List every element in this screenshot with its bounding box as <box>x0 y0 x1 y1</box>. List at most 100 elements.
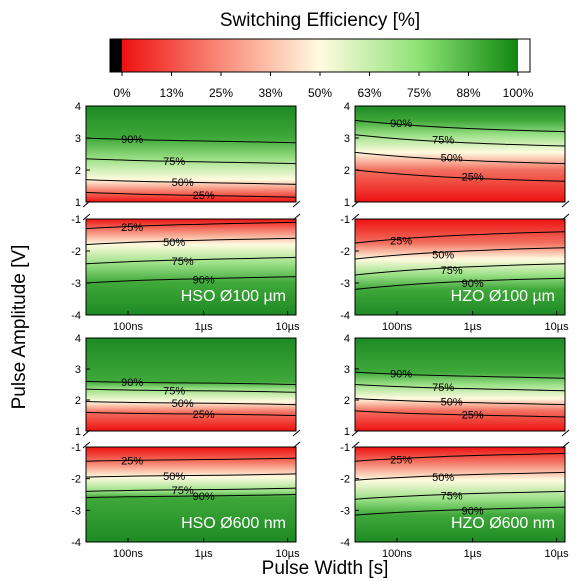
contour-label: 50% <box>441 153 463 165</box>
contour-line-25 <box>354 169 566 182</box>
contour-line-75 <box>85 487 297 492</box>
y-tick-label: 3 <box>75 133 81 145</box>
contour-line-25 <box>354 410 566 418</box>
y-tick-label: 3 <box>75 364 81 376</box>
contour-label: 90% <box>462 506 484 518</box>
contour-label: 75% <box>432 135 454 147</box>
axes-frame-bottom <box>354 446 566 543</box>
colorbar-tick-label: 63% <box>357 86 381 100</box>
contour-line-25 <box>85 221 297 230</box>
contour-line-75 <box>85 388 297 393</box>
x-tick-label: 10µs <box>545 548 570 560</box>
contour-line-25 <box>85 411 297 416</box>
colorbar-tick-label: 75% <box>407 86 431 100</box>
y-tick-label: -3 <box>71 278 81 290</box>
contour-label: 90% <box>121 134 143 146</box>
colorbar-gradient <box>122 39 518 72</box>
colorbar: 0% 13% 25% 38% 50% 63% 75% 88% 100% <box>109 38 534 100</box>
y-tick-label: -2 <box>71 246 81 258</box>
x-tick-label: 100ns <box>113 321 143 333</box>
colorbar-max-cap <box>518 39 530 72</box>
x-tick-label: 1µs <box>195 321 213 333</box>
y-tick-label: 2 <box>75 395 81 407</box>
y-tick-label: -1 <box>340 214 350 226</box>
heatmap-positive <box>355 106 565 202</box>
colorbar-tick-label: 50% <box>308 86 332 100</box>
y-tick-label: -3 <box>340 505 350 517</box>
x-tick-label: 10µs <box>545 321 570 333</box>
x-tick-label: 1µs <box>195 548 213 560</box>
colorbar-tick-label: 0% <box>113 86 131 100</box>
contour-line-50 <box>354 247 566 260</box>
contour-label: 75% <box>441 491 463 503</box>
axis-break-mark <box>82 441 91 449</box>
colorbar-tick-label: 88% <box>456 86 480 100</box>
y-tick-label: -3 <box>71 505 81 517</box>
x-tick-label: 10µs <box>276 548 301 560</box>
x-tick-label: 1µs <box>464 321 482 333</box>
axis-break-mark <box>561 213 570 221</box>
heatmap-panel: 90%90%75%75%50%50%25%25%4321-1-2-3-4100n… <box>340 333 570 560</box>
contour-line-90 <box>354 506 566 516</box>
contour-label: 25% <box>390 236 412 248</box>
contour-line-50 <box>85 237 297 246</box>
axes-frame-top <box>354 337 566 432</box>
contour-label: 90% <box>121 377 143 389</box>
axes-frame-top <box>85 337 297 432</box>
colorbar-title: Switching Efficiency [%] <box>220 10 420 31</box>
y-tick-label: -4 <box>340 537 350 549</box>
y-axis-title: Pulse Amplitude [V] <box>9 245 30 410</box>
contour-line-25 <box>354 231 566 244</box>
contour-label: 75% <box>172 485 194 497</box>
axes-frame-top <box>354 105 566 203</box>
y-tick-label: -2 <box>340 246 350 258</box>
axes-frame-bottom <box>85 218 297 316</box>
x-tick-label: 10µs <box>276 321 301 333</box>
y-tick-label: -3 <box>340 278 350 290</box>
axis-break-mark <box>82 213 91 221</box>
axis-break-mark <box>351 213 360 221</box>
contour-line-25 <box>354 452 566 462</box>
panel-title: HSO Ø600 nm <box>181 515 286 532</box>
panel-title: HSO Ø100 µm <box>181 288 286 305</box>
contour-label: 90% <box>193 491 215 503</box>
y-tick-label: 4 <box>75 333 81 345</box>
contour-label: 25% <box>462 409 484 421</box>
contour-label: 90% <box>193 274 215 286</box>
y-tick-label: 1 <box>75 426 81 438</box>
panel-title: HZO Ø100 µm <box>451 288 555 305</box>
contour-line-75 <box>85 158 297 165</box>
contour-label: 25% <box>390 455 412 467</box>
heatmap-panel: 90%90%75%75%50%50%25%25%4321-1-2-3-4100n… <box>71 101 301 333</box>
y-tick-label: 2 <box>344 165 350 177</box>
contour-line-90 <box>354 277 566 290</box>
contour-line-75 <box>85 256 297 265</box>
contour-label: 25% <box>193 409 215 421</box>
contour-line-75 <box>354 134 566 147</box>
contour-label: 25% <box>193 190 215 202</box>
y-tick-label: 1 <box>75 197 81 209</box>
heatmap-negative <box>86 447 296 542</box>
colorbar-min-cap <box>110 39 122 72</box>
contour-line-90 <box>85 276 297 284</box>
contour-line-50 <box>85 473 297 478</box>
axes-frame-bottom <box>85 446 297 543</box>
contour-label: 75% <box>441 265 463 277</box>
y-tick-label: 3 <box>344 133 350 145</box>
heatmap-positive <box>86 106 296 202</box>
heatmap-positive <box>86 338 296 431</box>
contour-line-50 <box>354 471 566 481</box>
contour-label: 25% <box>121 456 143 468</box>
heatmap-panel: 90%90%75%75%50%50%25%25%4321-1-2-3-4100n… <box>71 333 301 560</box>
contour-line-50 <box>85 179 297 185</box>
contour-line-90 <box>354 119 566 133</box>
y-tick-label: -2 <box>71 474 81 486</box>
contour-label: 90% <box>390 118 412 130</box>
x-tick-label: 100ns <box>113 548 143 560</box>
contour-line-50 <box>354 151 566 165</box>
axis-break-mark <box>561 441 570 449</box>
y-tick-label: 4 <box>75 101 81 113</box>
axis-break-mark <box>292 441 301 449</box>
contour-label: 25% <box>121 222 143 234</box>
y-tick-label: 3 <box>344 364 350 376</box>
